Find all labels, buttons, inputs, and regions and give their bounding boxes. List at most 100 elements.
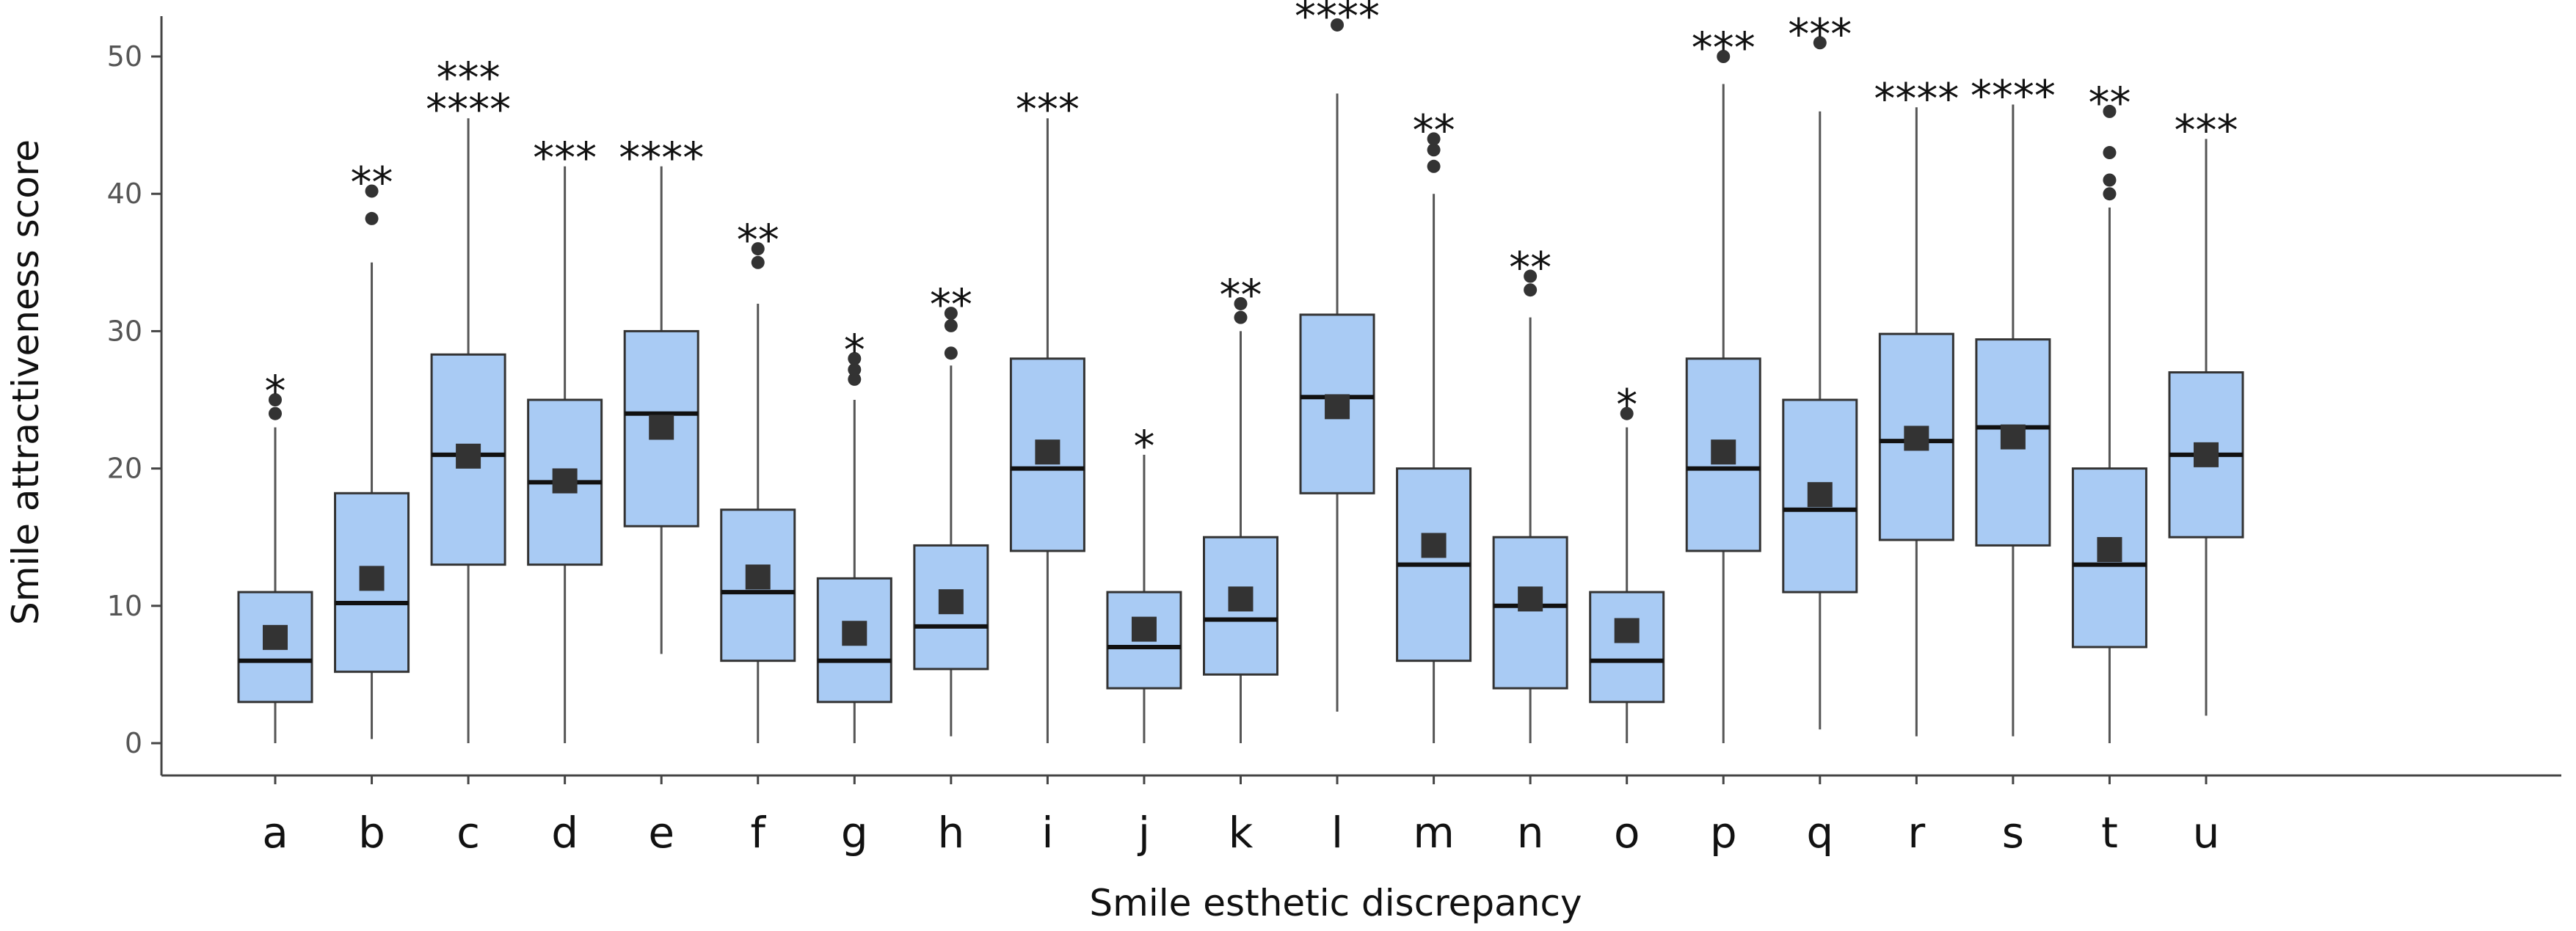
mean-marker xyxy=(2097,537,2122,563)
box-group-f: ** xyxy=(720,215,796,743)
outlier-point xyxy=(1524,283,1538,297)
box-group-j: * xyxy=(1106,421,1182,743)
box-group-a: * xyxy=(237,366,313,743)
x-tick-label: b xyxy=(358,808,385,858)
y-axis: 0 10 20 30 40 50 xyxy=(107,16,163,775)
outlier-point xyxy=(944,346,958,360)
outlier-point xyxy=(365,184,379,198)
box-group-t: ** xyxy=(2071,78,2147,743)
box-iqr xyxy=(1589,591,1665,704)
x-tick-label: l xyxy=(1331,808,1343,858)
significance-label: ** xyxy=(737,215,779,265)
x-tick-label: s xyxy=(2002,808,2024,858)
box-group-s: **** xyxy=(1971,71,2056,737)
mean-marker xyxy=(1421,533,1447,558)
outlier-point xyxy=(1524,269,1538,283)
mean-marker xyxy=(745,564,771,590)
outlier-point xyxy=(269,393,282,406)
x-tick-label: q xyxy=(1806,808,1833,858)
significance-label: **** xyxy=(426,84,511,134)
outlier-point xyxy=(751,242,765,256)
x-axis: a b c d e f g h i j k l m n o p q r s t u xyxy=(161,774,2561,858)
mean-marker xyxy=(1228,586,1254,612)
mean-marker xyxy=(359,566,385,591)
significance-label: **** xyxy=(1971,71,2056,121)
mean-marker xyxy=(456,443,481,469)
mean-marker xyxy=(1807,482,1833,508)
outlier-point xyxy=(1813,36,1827,50)
x-tick-label: j xyxy=(1137,808,1150,858)
mean-marker xyxy=(1131,616,1157,642)
mean-marker xyxy=(938,589,964,615)
box-group-u: *** xyxy=(2168,105,2244,716)
x-tick-label: a xyxy=(262,808,288,858)
box-group-o: * xyxy=(1589,380,1665,743)
y-tick-label: 10 xyxy=(107,590,142,622)
outlier-point xyxy=(1717,50,1731,63)
mean-marker xyxy=(2194,442,2219,467)
box-group-d: *** xyxy=(527,133,603,743)
box-group-r: **** xyxy=(1874,73,1959,737)
plot-area: ************* ***************************… xyxy=(237,0,2244,743)
significance-label: ** xyxy=(930,280,972,329)
x-tick-label: r xyxy=(1907,808,1925,858)
x-tick-label: g xyxy=(841,808,868,858)
significance-label: * xyxy=(265,366,286,416)
mean-marker xyxy=(842,621,867,646)
significance-label: ** xyxy=(1220,270,1262,320)
box-iqr xyxy=(1492,536,1568,690)
y-tick-label: 20 xyxy=(107,453,142,485)
y-tick-label: 50 xyxy=(107,40,142,73)
significance-label: ** xyxy=(351,157,393,207)
significance-label: **** xyxy=(1874,73,1959,123)
x-tick-label: u xyxy=(2193,808,2220,858)
outlier-point xyxy=(1234,310,1248,324)
significance-label: ** xyxy=(1509,243,1551,293)
x-tick-label: m xyxy=(1413,808,1455,858)
outlier-point xyxy=(269,406,282,420)
outlier-point xyxy=(1427,159,1441,173)
outlier-point xyxy=(1427,143,1441,157)
outlier-point xyxy=(2103,187,2117,201)
outlier-point xyxy=(848,372,862,386)
significance-label: *** xyxy=(1016,84,1080,134)
y-axis-title: Smile attractiveness score xyxy=(4,139,47,625)
mean-marker xyxy=(1904,426,1929,451)
y-tick-label: 0 xyxy=(125,727,142,759)
box-group-m: ** xyxy=(1396,105,1472,743)
mean-marker xyxy=(1035,439,1060,465)
y-tick-label: 40 xyxy=(107,178,142,210)
x-tick-label: o xyxy=(1614,808,1640,858)
box-group-p: *** xyxy=(1685,23,1761,743)
mean-marker xyxy=(552,468,578,494)
mean-marker xyxy=(1325,394,1350,420)
mean-marker xyxy=(1614,618,1640,643)
x-tick-label: p xyxy=(1710,808,1737,858)
x-tick-label: k xyxy=(1229,808,1254,858)
mean-marker xyxy=(1518,586,1543,612)
significance-label: ** xyxy=(2088,78,2131,128)
x-tick-label: t xyxy=(2101,808,2118,858)
outlier-point xyxy=(2103,173,2117,187)
x-tick-label: i xyxy=(1041,808,1053,858)
box-group-c: ******* xyxy=(426,53,511,743)
outlier-point xyxy=(944,307,958,321)
outlier-point xyxy=(848,362,862,376)
outlier-point xyxy=(2103,104,2117,118)
x-tick-label: h xyxy=(937,808,964,858)
outlier-point xyxy=(944,318,958,332)
outlier-point xyxy=(848,351,862,365)
box-group-n: ** xyxy=(1492,243,1568,743)
outlier-point xyxy=(1234,296,1248,310)
significance-label: ** xyxy=(1413,105,1455,155)
significance-label: *** xyxy=(533,133,597,183)
box-group-l: **** xyxy=(1295,0,1380,712)
outlier-point xyxy=(365,211,379,225)
box-group-h: ** xyxy=(913,280,989,737)
x-tick-label: e xyxy=(648,808,674,858)
outlier-point xyxy=(1620,406,1634,420)
outlier-point xyxy=(751,255,765,269)
significance-label: *** xyxy=(1788,9,1852,59)
outlier-point xyxy=(1331,18,1345,32)
